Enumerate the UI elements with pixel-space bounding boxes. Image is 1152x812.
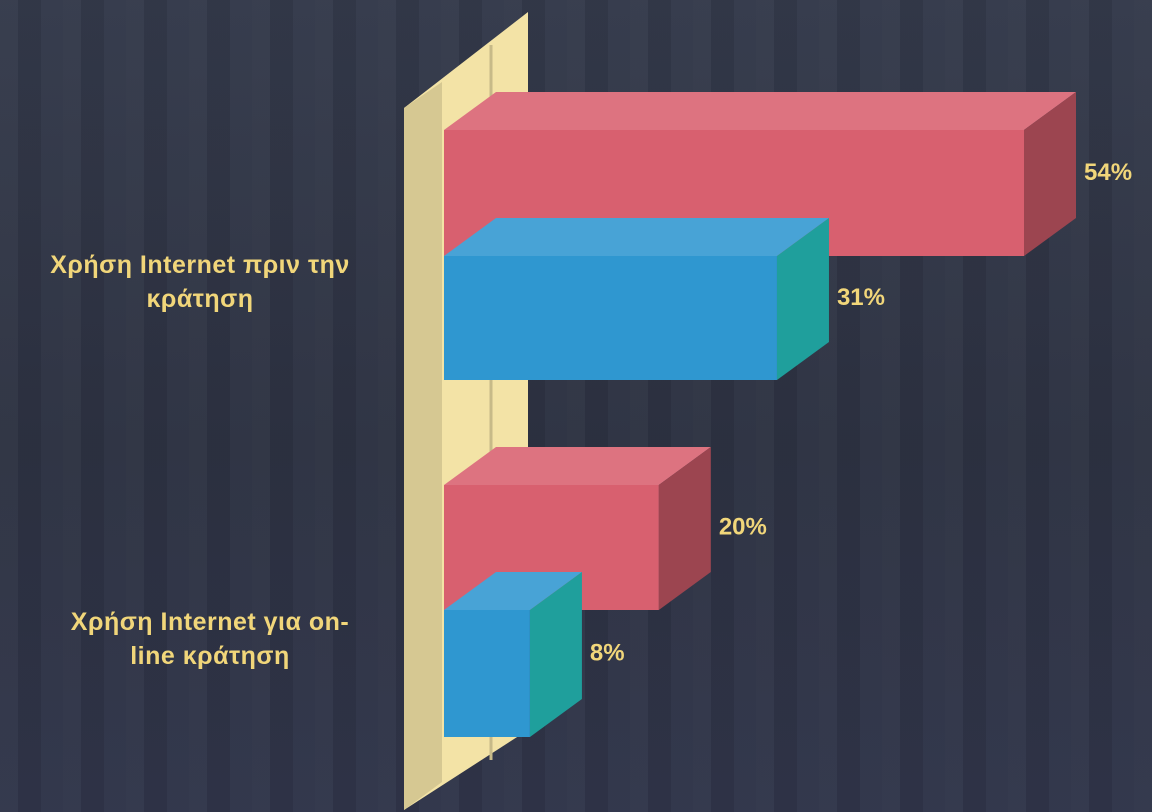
bar-s0-c1-top	[444, 447, 711, 485]
category-label-0-line-2: κράτηση	[146, 285, 254, 313]
bar-s1-c1-side	[529, 572, 582, 737]
bar-s1-c1-top	[444, 572, 582, 610]
value-label-s1-c0: 31%	[837, 284, 885, 311]
bar-s1-c0-side	[776, 218, 829, 380]
value-label-s1-c1: 8%	[590, 640, 625, 667]
bar-s0-c0-top	[444, 92, 1076, 130]
bar-s1-c0	[444, 256, 777, 380]
category-label-0: Χρήση Internet πριν την κράτηση	[0, 248, 400, 316]
category-label-1-line-1: Χρήση Internet για on-	[70, 608, 350, 636]
axis-wall-face	[404, 82, 442, 810]
value-label-s0-c0: 54%	[1084, 159, 1132, 186]
bar-s1-c0-top	[444, 218, 829, 256]
bar-s0-c1-side	[658, 447, 711, 610]
category-label-0-line-1: Χρήση Internet πριν την	[50, 251, 350, 279]
value-label-s0-c1: 20%	[719, 514, 767, 541]
bar-s1-c1	[444, 610, 530, 737]
category-label-1: Χρήση Internet για on- line κράτηση	[0, 605, 420, 673]
bar-s0-c0-side	[1024, 92, 1076, 256]
category-label-1-line-2: line κράτηση	[130, 642, 290, 670]
